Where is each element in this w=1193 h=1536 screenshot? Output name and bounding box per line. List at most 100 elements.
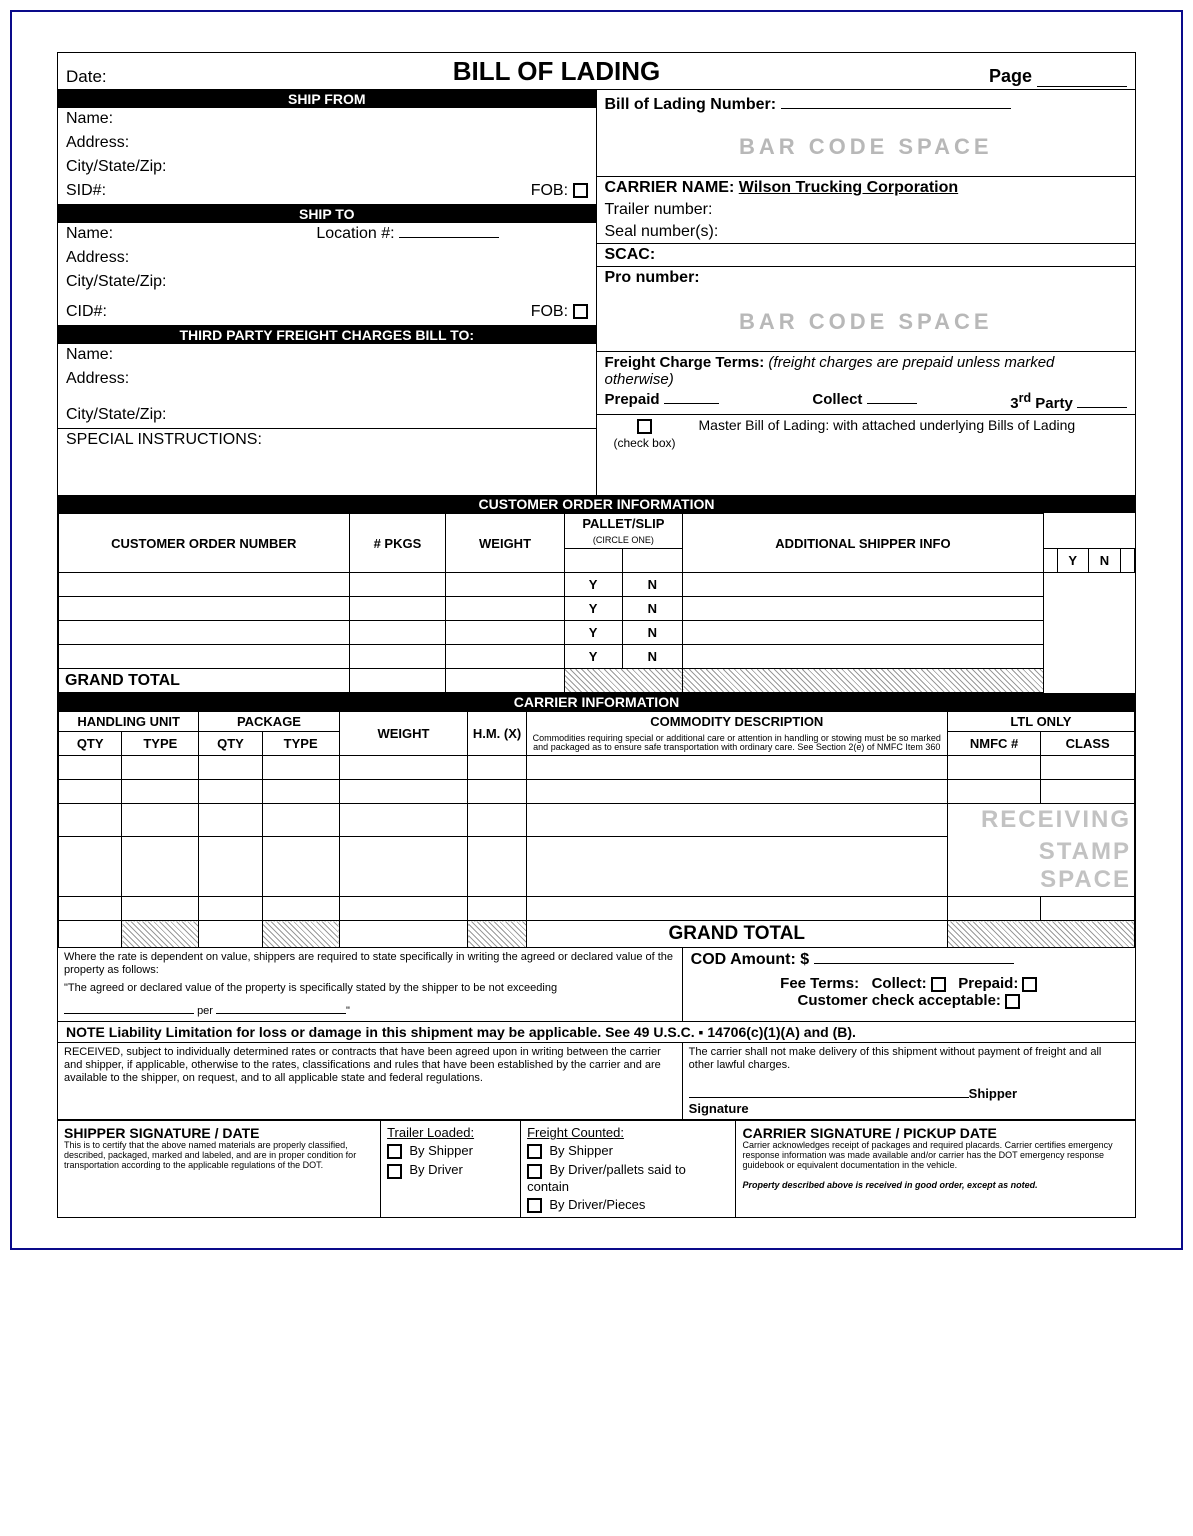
carrier-cell[interactable] (59, 756, 122, 780)
carrier-cell[interactable] (526, 897, 947, 921)
shipper-sig-line[interactable]: Shipper (689, 1072, 1129, 1101)
carrier-cell[interactable] (199, 897, 262, 921)
ship-to-fob[interactable]: FOB: (531, 303, 588, 321)
seal-numbers[interactable]: Seal number(s): (597, 221, 1136, 244)
carrier-cell[interactable] (59, 804, 122, 837)
carrier-cell[interactable] (122, 897, 199, 921)
n-cell[interactable]: N (1088, 549, 1120, 573)
ship-to-address[interactable]: Address: (58, 247, 596, 271)
third-party-field[interactable]: 3rd Party (1010, 391, 1127, 412)
ship-to-name[interactable]: Name: (66, 225, 316, 243)
scac[interactable]: SCAC: (597, 244, 1136, 267)
order-cell[interactable] (446, 669, 564, 693)
y-cell[interactable]: Y (564, 621, 622, 645)
cod-amount[interactable]: COD Amount: $ (691, 951, 1127, 969)
carrier-cell[interactable] (199, 836, 262, 897)
pro-number[interactable]: Pro number: (597, 267, 1136, 293)
ship-from-csz[interactable]: City/State/Zip: (58, 156, 596, 180)
special-instructions[interactable]: SPECIAL INSTRUCTIONS: (58, 429, 596, 495)
carrier-cell[interactable] (339, 836, 468, 897)
prepaid-field[interactable]: Prepaid (605, 391, 719, 412)
check-ok-checkbox[interactable] (1005, 994, 1020, 1009)
carrier-cell[interactable] (526, 804, 947, 837)
ship-to-csz[interactable]: City/State/Zip: (58, 271, 596, 295)
by-driver-checkbox[interactable] (387, 1164, 402, 1179)
carrier-cell[interactable] (59, 780, 122, 804)
order-cell[interactable] (349, 573, 446, 597)
carrier-cell[interactable] (468, 836, 526, 897)
y-cell[interactable]: Y (1057, 549, 1088, 573)
order-cell[interactable] (622, 549, 683, 573)
order-cell[interactable] (1043, 549, 1057, 573)
order-cell[interactable] (446, 597, 564, 621)
y-cell[interactable]: Y (564, 645, 622, 669)
carrier-cell[interactable] (468, 804, 526, 837)
carrier-cell[interactable] (339, 780, 468, 804)
y-cell[interactable]: Y (564, 573, 622, 597)
carrier-cell[interactable] (947, 756, 1041, 780)
carrier-cell[interactable] (262, 756, 339, 780)
carrier-cell[interactable] (1041, 780, 1135, 804)
order-cell[interactable] (59, 621, 350, 645)
ship-from-name[interactable]: Name: (58, 108, 596, 132)
by-shipper-checkbox[interactable] (387, 1144, 402, 1159)
carrier-cell[interactable] (468, 897, 526, 921)
carrier-cell[interactable] (339, 897, 468, 921)
n-cell[interactable]: N (622, 621, 683, 645)
carrier-cell[interactable] (947, 897, 1041, 921)
carrier-cell[interactable] (59, 897, 122, 921)
third-party-csz[interactable]: City/State/Zip: (58, 392, 596, 429)
order-cell[interactable] (349, 645, 446, 669)
master-checkbox[interactable] (637, 419, 652, 434)
carrier-cell[interactable] (339, 756, 468, 780)
n-cell[interactable]: N (622, 573, 683, 597)
ship-from-fob[interactable]: FOB: (531, 182, 588, 200)
prepaid-checkbox[interactable] (1022, 977, 1037, 992)
ship-to-cid[interactable]: CID#: (66, 303, 107, 321)
order-cell[interactable] (446, 573, 564, 597)
order-cell[interactable] (683, 597, 1044, 621)
carrier-cell[interactable] (339, 921, 468, 948)
trailer-number[interactable]: Trailer number: (597, 199, 1136, 221)
ship-to-location[interactable]: Location #: (316, 225, 499, 243)
carrier-cell[interactable] (199, 780, 262, 804)
ship-from-sid[interactable]: SID#: (66, 182, 106, 200)
fc-pallets-checkbox[interactable] (527, 1164, 542, 1179)
order-cell[interactable] (349, 597, 446, 621)
third-party-address[interactable]: Address: (58, 368, 596, 392)
fob-checkbox-2[interactable] (573, 304, 588, 319)
carrier-cell[interactable] (262, 836, 339, 897)
carrier-cell[interactable] (59, 921, 122, 948)
order-cell[interactable] (349, 669, 446, 693)
carrier-cell[interactable] (199, 921, 262, 948)
carrier-cell[interactable] (1041, 897, 1135, 921)
carrier-cell[interactable] (1041, 756, 1135, 780)
y-cell[interactable]: Y (564, 597, 622, 621)
carrier-cell[interactable] (122, 836, 199, 897)
carrier-cell[interactable] (468, 780, 526, 804)
fc-pieces-checkbox[interactable] (527, 1198, 542, 1213)
order-cell[interactable] (683, 645, 1044, 669)
carrier-cell[interactable] (947, 780, 1041, 804)
ship-from-address[interactable]: Address: (58, 132, 596, 156)
n-cell[interactable]: N (622, 645, 683, 669)
collect-checkbox[interactable] (931, 977, 946, 992)
bol-number-row[interactable]: Bill of Lading Number: (597, 90, 1136, 118)
carrier-cell[interactable] (199, 804, 262, 837)
order-cell[interactable] (446, 645, 564, 669)
order-cell[interactable] (1121, 549, 1135, 573)
n-cell[interactable]: N (622, 597, 683, 621)
carrier-cell[interactable] (468, 756, 526, 780)
carrier-cell[interactable] (262, 780, 339, 804)
order-cell[interactable] (446, 621, 564, 645)
order-cell[interactable] (349, 621, 446, 645)
carrier-cell[interactable] (526, 780, 947, 804)
collect-field[interactable]: Collect (812, 391, 916, 412)
order-cell[interactable] (564, 549, 622, 573)
carrier-cell[interactable] (526, 836, 947, 897)
fob-checkbox[interactable] (573, 183, 588, 198)
carrier-cell[interactable] (262, 897, 339, 921)
carrier-cell[interactable] (262, 804, 339, 837)
carrier-cell[interactable] (339, 804, 468, 837)
rate-per[interactable]: per " (64, 995, 676, 1018)
